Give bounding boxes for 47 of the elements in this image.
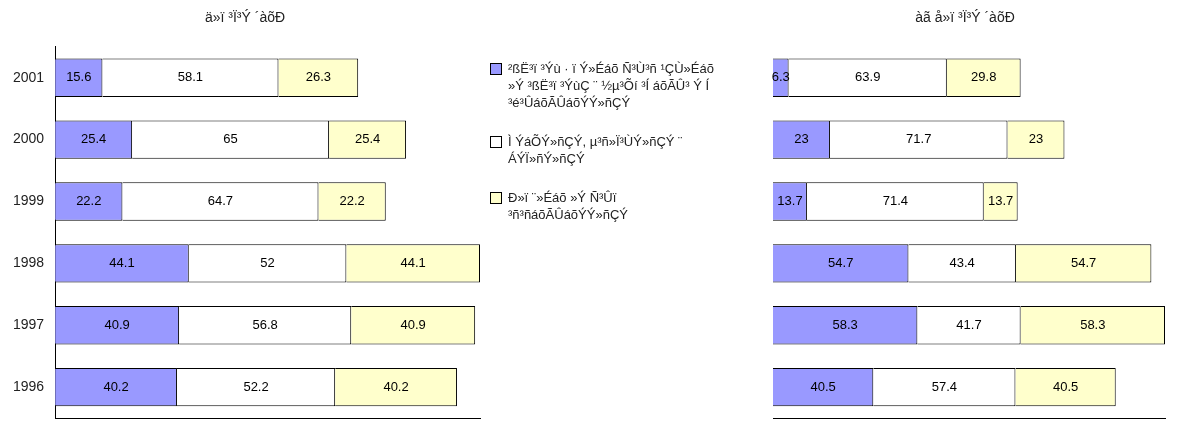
legend-label: ²ßË³ï ³Ýù · ï Ý»Éáõ Ñ³Ù³ñ ¹ÇÙ»Éáõ »Ý ³ßË³ï ³ÝùÇ ¨ ½µ³Õí ³Í áõÃÛ³ Ý Í ³é³ÛáõÃÛáõÝÝ»ñÇÝ [508, 60, 715, 111]
data-label: 71.4 [882, 193, 908, 209]
data-label: 25.4 [80, 131, 107, 147]
data-label: 23 [1028, 131, 1044, 147]
data-label: 6.3 [771, 69, 790, 85]
y-tick-label: 1997 [12, 316, 45, 333]
data-label: 57.4 [931, 378, 958, 394]
data-label: 52 [260, 254, 275, 270]
text: Ì ÝáÕÝ»ñÇÝ, µ³ñ»Ï³ÙÝ»ñÇÝ ¨ ÁÝÏ»ñÝ»ñÇÝ [508, 133, 684, 167]
data-label: 41.7 [956, 316, 982, 332]
data-label: 40.2 [103, 378, 129, 394]
data-label: 54.7 [828, 254, 854, 270]
data-label: 58.3 [1080, 316, 1106, 332]
data-label: 15.6 [66, 69, 92, 85]
data-label: 22.2 [76, 193, 102, 209]
data-label: 13.7 [777, 193, 803, 209]
chart-title: àã å»ï ³Ï³Ý ´àõÐ [915, 9, 1015, 26]
data-label: 26.3 [305, 69, 331, 85]
data-label: 58.3 [832, 316, 858, 332]
data-label: 22.2 [339, 193, 365, 209]
data-label: 44.1 [400, 254, 426, 270]
data-label: 65 [223, 131, 238, 147]
y-tick-label: 1998 [12, 254, 45, 271]
data-label: 23 [794, 131, 809, 147]
data-label: 52.2 [243, 378, 269, 394]
data-label: 13.7 [988, 193, 1014, 209]
y-tick-label: 2001 [12, 68, 45, 85]
y-tick-label: 2000 [12, 130, 45, 147]
data-label: 40.9 [104, 316, 130, 332]
data-label: 43.4 [949, 254, 975, 270]
data-label: 40.9 [400, 316, 426, 332]
data-label: 54.7 [1071, 254, 1097, 270]
legend-label: Ð»ï ¨»Éáõ »Ý Ñ³Ûï ³ñ³ñáõÃÛáõÝÝ»ñÇÝ [508, 189, 629, 223]
data-label: 71.7 [906, 131, 932, 147]
data-label: 40.5 [810, 378, 836, 394]
data-label: 40.2 [383, 378, 409, 394]
data-label: 58.1 [177, 69, 204, 85]
data-label: 64.7 [207, 193, 234, 209]
data-label: 44.1 [109, 254, 135, 270]
data-label: 29.8 [971, 69, 997, 85]
y-tick-label: 1999 [12, 192, 45, 209]
data-label: 56.8 [252, 316, 278, 332]
y-tick-label: 1996 [12, 377, 45, 394]
data-label: 40.5 [1052, 378, 1079, 394]
data-label: 25.4 [354, 131, 381, 147]
data-label: 63.9 [855, 69, 881, 85]
chart-title: ä»ï ³Ï³Ý ´àõÐ [204, 9, 286, 26]
